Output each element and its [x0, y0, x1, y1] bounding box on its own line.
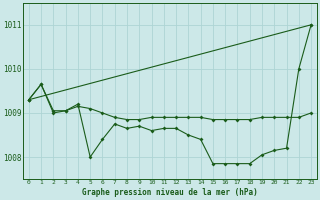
X-axis label: Graphe pression niveau de la mer (hPa): Graphe pression niveau de la mer (hPa)	[82, 188, 258, 197]
